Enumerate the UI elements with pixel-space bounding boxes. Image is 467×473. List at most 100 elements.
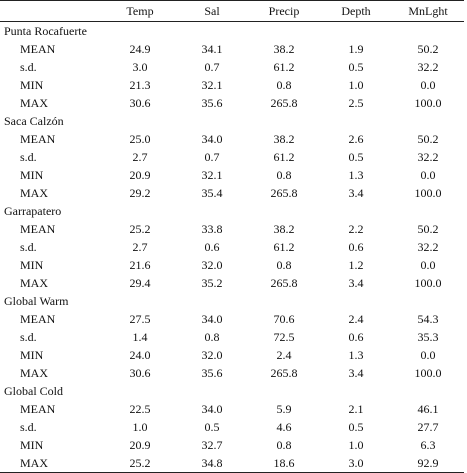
table-row-punta-rocafuerte-sd: s.d. 3.0 0.7 61.2 0.5 32.2 bbox=[0, 58, 464, 76]
column-header-precip: Precip bbox=[248, 0, 320, 22]
cell-sal: 34.1 bbox=[201, 42, 223, 56]
table-row-global-cold-mean: MEAN 22.5 34.0 5.9 2.1 46.1 bbox=[0, 400, 464, 418]
cell-temp: 30.6 bbox=[129, 96, 151, 110]
cell-mnlght: 50.2 bbox=[417, 132, 439, 146]
cell-sal: 32.0 bbox=[201, 348, 223, 362]
cell-depth: 3.4 bbox=[348, 186, 364, 200]
stat-label-max: MAX bbox=[20, 276, 49, 290]
cell-sal: 0.8 bbox=[204, 330, 220, 344]
cell-mnlght: 50.2 bbox=[417, 42, 439, 56]
cell-depth: 3.4 bbox=[348, 276, 364, 290]
cell-sal: 35.6 bbox=[201, 96, 223, 110]
cell-precip: 265.8 bbox=[270, 276, 298, 290]
table-row-global-cold-sd: s.d. 1.0 0.5 4.6 0.5 27.7 bbox=[0, 418, 464, 436]
cell-depth: 1.3 bbox=[348, 348, 364, 362]
group-header-row-global-warm: Global Warm bbox=[0, 292, 464, 310]
stat-label-mean: MEAN bbox=[20, 312, 56, 326]
cell-depth: 2.2 bbox=[348, 222, 364, 236]
cell-sal: 34.0 bbox=[201, 132, 223, 146]
table-row-saca-calzon-min: MIN 20.9 32.1 0.8 1.3 0.0 bbox=[0, 166, 464, 184]
cell-mnlght: 0.0 bbox=[420, 348, 436, 362]
stat-label-min: MIN bbox=[20, 438, 44, 452]
cell-mnlght: 32.2 bbox=[417, 150, 439, 164]
stat-label-sd: s.d. bbox=[20, 240, 37, 254]
cell-depth: 0.6 bbox=[348, 330, 364, 344]
cell-temp: 1.0 bbox=[132, 420, 148, 434]
cell-mnlght: 46.1 bbox=[417, 402, 439, 416]
cell-depth: 3.0 bbox=[320, 454, 392, 473]
stat-label-min: MIN bbox=[20, 168, 44, 182]
table-row-global-warm-max: MAX 30.6 35.6 265.8 3.4 100.0 bbox=[0, 364, 464, 382]
table-row-global-warm-min: MIN 24.0 32.0 2.4 1.3 0.0 bbox=[0, 346, 464, 364]
table-row-garrapatero-sd: s.d. 2.7 0.6 61.2 0.6 32.2 bbox=[0, 238, 464, 256]
column-header-depth: Depth bbox=[320, 0, 392, 22]
cell-precip: 61.2 bbox=[273, 240, 295, 254]
cell-sal: 35.4 bbox=[201, 186, 223, 200]
table-header: Temp Sal Precip Depth MnLght bbox=[0, 0, 464, 22]
stat-label-min: MIN bbox=[20, 258, 44, 272]
cell-mnlght: 100.0 bbox=[414, 366, 442, 380]
table-row-global-warm-sd: s.d. 1.4 0.8 72.5 0.6 35.3 bbox=[0, 328, 464, 346]
cell-depth: 2.1 bbox=[348, 402, 364, 416]
stat-label-min: MIN bbox=[20, 78, 44, 92]
cell-sal: 33.8 bbox=[201, 222, 223, 236]
table-row-saca-calzon-max: MAX 29.2 35.4 265.8 3.4 100.0 bbox=[0, 184, 464, 202]
cell-temp: 20.9 bbox=[129, 168, 151, 182]
cell-depth: 1.3 bbox=[348, 168, 364, 182]
cell-depth: 1.9 bbox=[348, 42, 364, 56]
stat-label-sd: s.d. bbox=[20, 330, 37, 344]
stat-label-max: MAX bbox=[20, 186, 49, 200]
column-header-sal: Sal bbox=[176, 0, 248, 22]
group-name-garrapatero: Garrapatero bbox=[4, 204, 62, 218]
stat-label-max: MAX bbox=[0, 454, 104, 473]
cell-depth: 1.0 bbox=[348, 438, 364, 452]
group-name-punta-rocafuerte: Punta Rocafuerte bbox=[4, 24, 87, 38]
cell-precip: 61.2 bbox=[273, 60, 295, 74]
cell-temp: 25.0 bbox=[129, 132, 151, 146]
cell-mnlght: 0.0 bbox=[420, 78, 436, 92]
cell-precip: 265.8 bbox=[270, 366, 298, 380]
stat-label-mean: MEAN bbox=[20, 42, 56, 56]
header-row: Temp Sal Precip Depth MnLght bbox=[0, 0, 464, 22]
table-row-garrapatero-min: MIN 21.6 32.0 0.8 1.2 0.0 bbox=[0, 256, 464, 274]
cell-sal: 0.7 bbox=[204, 60, 220, 74]
cell-mnlght: 32.2 bbox=[417, 240, 439, 254]
cell-sal: 32.1 bbox=[201, 168, 223, 182]
cell-precip: 2.4 bbox=[276, 348, 292, 362]
cell-mnlght: 27.7 bbox=[417, 420, 439, 434]
table-row-punta-rocafuerte-max: MAX 30.6 35.6 265.8 2.5 100.0 bbox=[0, 94, 464, 112]
column-header-mnlght: MnLght bbox=[392, 0, 464, 22]
cell-precip: 0.8 bbox=[276, 168, 292, 182]
group-header-row-global-cold: Global Cold bbox=[0, 382, 464, 400]
group-header-row-saca-calzon: Saca Calzón bbox=[0, 112, 464, 130]
cell-temp: 24.0 bbox=[129, 348, 151, 362]
cell-temp: 29.2 bbox=[129, 186, 151, 200]
stat-label-sd: s.d. bbox=[20, 150, 37, 164]
cell-mnlght: 100.0 bbox=[414, 186, 442, 200]
cell-temp: 25.2 bbox=[104, 454, 176, 473]
cell-depth: 2.4 bbox=[348, 312, 364, 326]
cell-temp: 3.0 bbox=[132, 60, 148, 74]
table-row-saca-calzon-mean: MEAN 25.0 34.0 38.2 2.6 50.2 bbox=[0, 130, 464, 148]
stat-label-sd: s.d. bbox=[20, 420, 37, 434]
cell-mnlght: 0.0 bbox=[420, 168, 436, 182]
table-row-saca-calzon-sd: s.d. 2.7 0.7 61.2 0.5 32.2 bbox=[0, 148, 464, 166]
cell-mnlght: 0.0 bbox=[420, 258, 436, 272]
table-row-global-cold-max: MAX 25.2 34.8 18.6 3.0 92.9 bbox=[0, 454, 464, 473]
cell-precip: 38.2 bbox=[273, 222, 295, 236]
cell-precip: 0.8 bbox=[276, 258, 292, 272]
cell-temp: 29.4 bbox=[129, 276, 151, 290]
cell-temp: 21.6 bbox=[129, 258, 151, 272]
cell-precip: 265.8 bbox=[270, 186, 298, 200]
cell-temp: 27.5 bbox=[129, 312, 151, 326]
cell-sal: 0.5 bbox=[204, 420, 220, 434]
cell-precip: 38.2 bbox=[273, 42, 295, 56]
cell-depth: 0.5 bbox=[348, 150, 364, 164]
cell-mnlght: 100.0 bbox=[414, 96, 442, 110]
cell-mnlght: 6.3 bbox=[420, 438, 436, 452]
cell-mnlght: 35.3 bbox=[417, 330, 439, 344]
table-row-global-warm-mean: MEAN 27.5 34.0 70.6 2.4 54.3 bbox=[0, 310, 464, 328]
cell-depth: 1.0 bbox=[348, 78, 364, 92]
stat-label-mean: MEAN bbox=[20, 132, 56, 146]
